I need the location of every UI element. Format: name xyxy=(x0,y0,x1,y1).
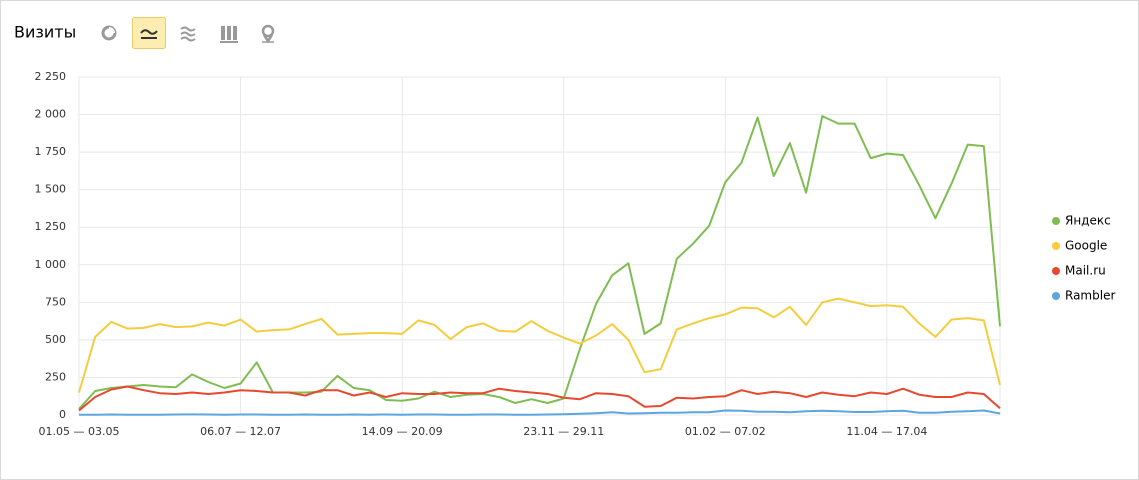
legend-label: Rambler xyxy=(1065,289,1115,303)
y-tick-label: 750 xyxy=(45,295,66,308)
legend-marker xyxy=(1052,267,1060,275)
legend-label: Яндекс xyxy=(1065,214,1111,228)
y-tick-label: 1 250 xyxy=(35,220,67,233)
legend-label: Mail.ru xyxy=(1065,264,1106,278)
map-icon[interactable] xyxy=(261,24,275,44)
y-tick-label: 1 500 xyxy=(35,183,67,196)
legend-marker xyxy=(1052,217,1060,225)
x-tick-label: 06.07 — 12.07 xyxy=(200,425,281,438)
x-tick-label: 14.09 — 20.09 xyxy=(362,425,443,438)
chart-type-switcher xyxy=(101,17,275,49)
series-line xyxy=(78,115,1001,410)
legend-item[interactable]: Google xyxy=(1052,239,1107,253)
chart-title: Визиты xyxy=(14,23,76,42)
line-icon[interactable] xyxy=(132,17,166,49)
y-tick-label: 250 xyxy=(45,370,66,383)
legend-label: Google xyxy=(1065,239,1107,253)
legend-marker xyxy=(1052,292,1060,300)
x-tick-label: 11.04 — 17.04 xyxy=(846,425,927,438)
x-tick-label: 01.05 — 03.05 xyxy=(39,425,120,438)
stacked-bar-icon[interactable] xyxy=(220,26,238,43)
legend-item[interactable]: Rambler xyxy=(1052,289,1115,303)
plot xyxy=(78,115,1001,416)
series-line xyxy=(79,409,1001,416)
x-tick-label: 23.11 — 29.11 xyxy=(523,425,604,438)
y-tick-label: 500 xyxy=(45,333,66,346)
legend-marker xyxy=(1052,242,1060,250)
pie-icon[interactable] xyxy=(101,25,117,41)
area-icon[interactable] xyxy=(180,26,196,42)
x-tick-label: 01.02 — 07.02 xyxy=(685,425,766,438)
y-tick-label: 1 750 xyxy=(35,145,67,158)
series-line xyxy=(78,385,1001,412)
y-tick-label: 2 000 xyxy=(35,108,67,121)
grid: 0 250 500 750 1 000 1 250 1 500 1 750 2 000 2 250… xyxy=(35,70,1001,438)
y-tick-label: 2 250 xyxy=(35,70,67,83)
legend: Яндекс Google Mail.ru Rambler xyxy=(1052,214,1115,303)
y-tick-label: 1 000 xyxy=(35,258,67,271)
y-tick-label: 0 xyxy=(59,408,66,421)
series-line xyxy=(78,297,1001,393)
legend-item[interactable]: Mail.ru xyxy=(1052,264,1106,278)
legend-item[interactable]: Яндекс xyxy=(1052,214,1111,228)
